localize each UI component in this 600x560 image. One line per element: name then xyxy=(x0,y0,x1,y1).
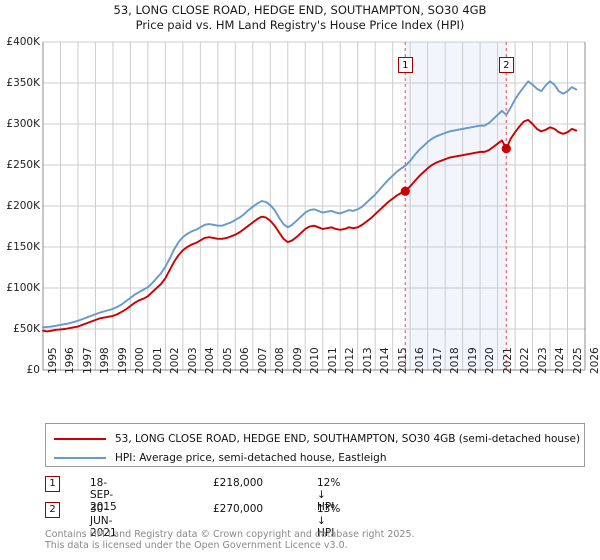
x-axis-tick-label: 2009 xyxy=(291,347,304,374)
y-axis-tick-label: £0 xyxy=(26,364,40,376)
x-axis-tick-label: 2003 xyxy=(186,347,199,374)
sale-price: £270,000 xyxy=(213,503,264,515)
x-axis-tick-label: 2018 xyxy=(449,347,462,374)
x-axis-tick-label: 2013 xyxy=(361,347,374,374)
legend-color-swatch xyxy=(54,438,106,440)
x-axis-tick-label: 2005 xyxy=(221,347,234,374)
x-axis-tick-label: 2019 xyxy=(466,347,479,374)
x-axis-tick-label: 2004 xyxy=(204,347,217,374)
x-axis-tick-label: 2025 xyxy=(571,347,584,374)
sale-index-badge[interactable]: 1 xyxy=(45,476,60,492)
x-axis-tick-label: 2001 xyxy=(151,347,164,374)
sale-point-marker[interactable] xyxy=(400,186,410,196)
legend-label: HPI: Average price, semi-detached house,… xyxy=(115,452,387,464)
x-axis-tick-label: 2010 xyxy=(309,347,322,374)
x-axis-tick-label: 2022 xyxy=(519,347,532,374)
legend-item: HPI: Average price, semi-detached house,… xyxy=(54,449,387,467)
x-axis-tick-label: 1997 xyxy=(81,347,94,374)
legend-item: 53, LONG CLOSE ROAD, HEDGE END, SOUTHAMP… xyxy=(54,430,580,448)
x-axis-tick-label: 2014 xyxy=(379,347,392,374)
x-axis-tick-label: 2015 xyxy=(396,347,409,374)
y-axis-tick-label: £250K xyxy=(6,159,40,171)
x-axis-tick-label: 2020 xyxy=(484,347,497,374)
sale-price: £218,000 xyxy=(213,477,264,489)
x-axis-tick-label: 2023 xyxy=(536,347,549,374)
x-axis-tick-label: 2011 xyxy=(326,347,339,374)
sale-hpi-difference: 12% ↓ HPI xyxy=(317,477,341,513)
page-title: 53, LONG CLOSE ROAD, HEDGE END, SOUTHAMP… xyxy=(0,3,600,33)
title-line-1: 53, LONG CLOSE ROAD, HEDGE END, SOUTHAMP… xyxy=(113,3,487,17)
y-axis-tick-label: £200K xyxy=(6,200,40,212)
legend-label: 53, LONG CLOSE ROAD, HEDGE END, SOUTHAMP… xyxy=(115,433,581,445)
price-history-chart xyxy=(42,41,586,371)
y-axis-tick-label: £150K xyxy=(6,241,40,253)
x-axis-tick-label: 2016 xyxy=(414,347,427,374)
footer-attribution: Contains HM Land Registry data © Crown c… xyxy=(45,529,565,551)
y-axis-tick-label: £400K xyxy=(6,36,40,48)
sale-date: 18-SEP-2015 xyxy=(90,477,117,513)
x-axis-tick-label: 2012 xyxy=(344,347,357,374)
chart-legend: 53, LONG CLOSE ROAD, HEDGE END, SOUTHAMP… xyxy=(45,423,585,467)
x-axis-tick-label: 2026 xyxy=(589,347,600,374)
y-axis-tick-label: £300K xyxy=(6,118,40,130)
y-axis-labels: £0 £50K £100K £150K £200K £250K £300K £350K £400… xyxy=(0,0,40,380)
x-axis-tick-label: 2021 xyxy=(501,347,514,374)
sale-hpi-difference: 13% ↓ HPI xyxy=(317,503,341,539)
x-axis-tick-label: 1995 xyxy=(47,347,59,374)
x-axis-tick-label: 1998 xyxy=(99,347,112,374)
x-axis-tick-label: 2006 xyxy=(239,347,252,374)
y-axis-tick-label: £100K xyxy=(6,282,40,294)
x-axis-tick-label: 1999 xyxy=(116,347,129,374)
x-axis-tick-label: 1996 xyxy=(64,347,77,374)
x-axis-tick-label: 2024 xyxy=(554,347,567,374)
series-hpi xyxy=(42,80,578,329)
x-axis-tick-label: 2017 xyxy=(431,347,444,374)
footer-line-1: Contains HM Land Registry data © Crown c… xyxy=(45,529,415,540)
sale-marker-badge-2[interactable]: 2 xyxy=(498,57,514,73)
x-axis-tick-label: 2008 xyxy=(274,347,287,374)
footer-line-2: This data is licensed under the Open Gov… xyxy=(45,540,348,551)
legend-color-swatch xyxy=(54,457,106,459)
sale-index-badge[interactable]: 2 xyxy=(45,502,60,518)
sale-point-marker[interactable] xyxy=(501,144,511,154)
x-axis-tick-label: 2000 xyxy=(134,347,147,374)
y-axis-tick-label: £350K xyxy=(6,77,40,89)
title-line-2: Price paid vs. HM Land Registry's House … xyxy=(135,18,465,32)
x-axis-tick-label: 2002 xyxy=(169,347,182,374)
y-axis-tick-label: £50K xyxy=(13,323,40,335)
sale-date: 30-JUN-2021 xyxy=(90,503,117,539)
series-price-paid xyxy=(42,118,578,333)
sale-marker-badge-1[interactable]: 1 xyxy=(397,57,413,73)
x-axis-tick-label: 2007 xyxy=(256,347,269,374)
